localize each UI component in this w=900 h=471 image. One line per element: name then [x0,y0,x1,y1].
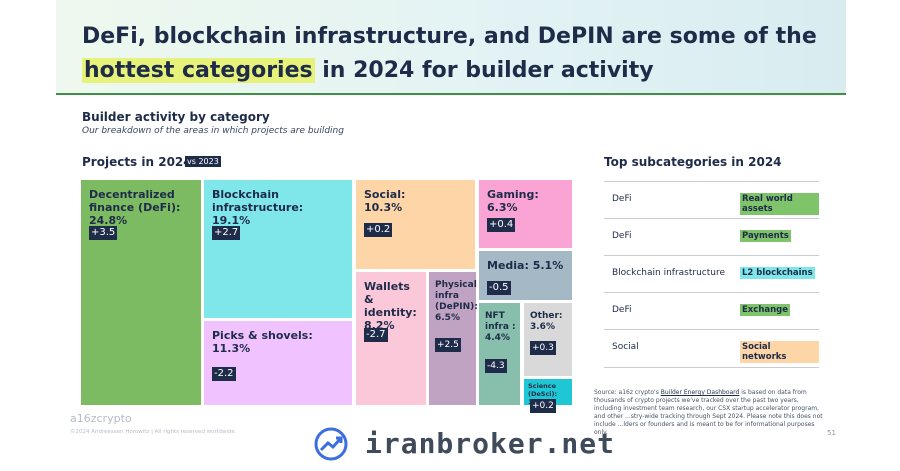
treemap-tile: Physical infra (DePIN): 6.5% +2.5 [429,272,478,405]
subcategory-tag: L2 blockchains [740,267,815,279]
subcategory-tag: Real world assets [740,193,819,215]
subcategories-title: Top subcategories in 2024 [604,155,782,169]
tile-change: +3.5 [89,226,118,240]
title-line-end: in 2024 for builder activity [322,58,654,83]
tile-label: Decentralized finance (DeFi): 24.8% [89,188,197,227]
subcategory-tag: Payments [740,230,791,242]
subcategory-tag: Social networks [740,341,819,363]
treemap-tile: Media: 5.1% -0.5 [479,251,572,300]
subcategory-parent: DeFi [612,194,632,204]
treemap-tile: Wallets & identity: 8.2% -2.7 [356,272,426,405]
tile-category: Science (DeSci): [528,382,558,398]
header-divider [56,93,846,95]
treemap-tile: Other: 3.6% +0.3 [524,303,572,376]
tile-change: +0.3 [530,341,556,355]
tile-label: Media: 5.1% [487,259,568,272]
tile-category: Media: 5.1% [487,259,564,272]
tile-category: Gaming: [487,188,539,201]
slide: DeFi, blockchain infrastructure, and DeP… [56,0,846,471]
tile-category: Physical infra (DePIN): [435,280,478,312]
tile-label: Gaming: 6.3% [487,188,568,214]
tile-label: Social: 10.3% [364,188,471,214]
subcategory-row: Blockchain infrastructure L2 blockchains [604,255,819,293]
treemap-tile: Picks & shovels: 11.3% -2.2 [204,321,352,405]
title-line: DeFi, blockchain infrastructure, and DeP… [82,24,817,49]
treemap-tile: Science (DeSci): 1.2%+0.2 [524,379,572,413]
tile-category: Wallets & identity: [364,280,417,319]
treemap-tile: Social: 10.3% +0.2 [356,180,475,269]
subcategory-row: DeFi Exchange [604,292,819,330]
subcategory-parent: Blockchain infrastructure [612,268,726,278]
section-title: Builder activity by category [82,110,270,124]
tile-category: Blockchain infrastructure: [212,188,304,214]
chart-title: Projects in 2024 [82,155,192,169]
tile-share: 4.4% [485,333,510,343]
subcategory-row: Social Social networks [604,329,819,368]
tile-label: Physical infra (DePIN): 6.5% [435,280,478,324]
treemap-tile: Blockchain infrastructure: 19.1% +2.7 [204,180,352,318]
tile-change: -4.3 [485,359,507,373]
tile-label: Wallets & identity: 8.2% [364,280,422,332]
tile-change: +2.5 [435,338,461,352]
tile-share: 3.6% [530,322,555,332]
tile-change: +0.2 [364,223,393,237]
copyright: ©2024 Andreessen Horowitz | All rights r… [70,429,237,435]
treemap-tile: Gaming: 6.3% +0.4 [479,180,572,248]
subcategory-parent: DeFi [612,305,632,315]
tile-label: Other: 3.6% [530,311,568,333]
tile-label: Blockchain infrastructure: 19.1% [212,188,348,227]
subcategory-parent: Social [612,342,639,352]
chart-badge: vs 2023 [185,156,221,167]
treemap-tile: NFT infra :4.4% -4.3 [479,303,520,405]
tile-change: -0.5 [487,281,511,295]
tile-category: Social: [364,188,406,201]
tile-share: 6.5% [435,313,460,323]
tile-category: Other: [530,311,563,321]
brand-logo: a16zcrypto [70,412,132,425]
tile-share: 6.3% [487,201,518,214]
tile-category: Picks & shovels: [212,329,313,342]
subcategory-row: DeFi Payments [604,218,819,256]
tile-change: +0.2 [530,399,556,413]
tile-change: +0.4 [487,218,516,232]
treemap-tile: Decentralized finance (DeFi): 24.8% +3.5 [81,180,201,405]
tile-category: Decentralized finance (DeFi): [89,188,181,214]
source-note: Source: a16z crypto's Builder Energy Das… [594,389,823,436]
subcategory-parent: DeFi [612,231,632,241]
tile-category: NFT infra : [485,311,516,332]
tile-label: Picks & shovels: 11.3% [212,329,348,355]
watermark-text: iranbroker.net [365,427,616,460]
tile-share: 10.3% [364,201,403,214]
chart-arrow-icon [314,427,348,461]
subcategory-row: DeFi Real world assets [604,181,819,219]
subcategory-tag: Exchange [740,304,791,316]
page-number: 51 [827,429,836,437]
tile-change: -2.7 [364,328,388,342]
watermark: iranbroker.net [313,424,614,468]
tile-share: 11.3% [212,342,251,355]
section-subtitle: Our breakdown of the areas in which proj… [82,126,344,136]
tile-label: NFT infra :4.4% [485,311,516,344]
title-highlight: hottest categories [82,58,315,83]
source-link[interactable]: Builder Energy Dashboard [660,389,740,396]
tile-change: -2.2 [212,367,236,381]
tile-share: 24.8% [89,214,128,227]
tile-share: 19.1% [212,214,251,227]
tile-change: +2.7 [212,226,241,240]
slide-title: DeFi, blockchain infrastructure, and DeP… [82,20,822,88]
